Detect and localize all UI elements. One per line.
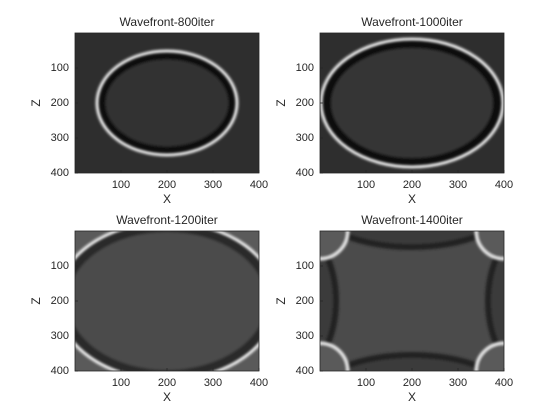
y-tick-label: 100 [296,260,314,272]
y-axis-label: Z [274,297,288,304]
wavefront-image [320,33,504,173]
x-tick-label: 300 [449,179,467,191]
subplot-title: Wavefront-1400iter [361,213,463,227]
y-tick-label: 100 [296,62,314,74]
x-tick-label: 400 [250,377,268,389]
x-tick-label: 200 [403,377,421,389]
y-tick-label: 300 [51,132,69,144]
x-tick-label: 200 [158,179,176,191]
y-tick-label: 200 [51,97,69,109]
y-tick-label: 100 [51,260,69,272]
wavefront-image [75,231,259,371]
y-tick-label: 300 [296,132,314,144]
y-tick-label: 400 [51,167,69,179]
x-tick-label: 300 [449,377,467,389]
y-tick-label: 200 [296,97,314,109]
y-tick-label: 100 [51,62,69,74]
x-tick-label: 300 [204,377,222,389]
x-tick-label: 200 [403,179,421,191]
y-tick-label: 300 [51,330,69,342]
x-tick-label: 100 [112,179,130,191]
x-axis-label: X [163,390,171,404]
y-tick-label: 200 [51,295,69,307]
y-tick-label: 400 [296,167,314,179]
x-tick-label: 400 [250,179,268,191]
x-tick-label: 200 [158,377,176,389]
wavefront-image [320,231,504,371]
x-tick-label: 100 [357,377,375,389]
subplot-title: Wavefront-800iter [120,15,215,29]
y-axis-label: Z [29,297,43,304]
y-tick-label: 400 [51,365,69,377]
subplot-title: Wavefront-1200iter [116,213,218,227]
x-tick-label: 300 [204,179,222,191]
x-tick-label: 400 [495,179,513,191]
x-tick-label: 100 [357,179,375,191]
subplot-title: Wavefront-1000iter [361,15,463,29]
x-axis-label: X [408,192,416,206]
x-axis-label: X [163,192,171,206]
y-tick-label: 300 [296,330,314,342]
y-axis-label: Z [274,99,288,106]
y-tick-label: 200 [296,295,314,307]
x-tick-label: 400 [495,377,513,389]
x-axis-label: X [408,390,416,404]
x-tick-label: 100 [112,377,130,389]
wavefront-image [75,33,259,173]
y-axis-label: Z [29,99,43,106]
y-tick-label: 400 [296,365,314,377]
